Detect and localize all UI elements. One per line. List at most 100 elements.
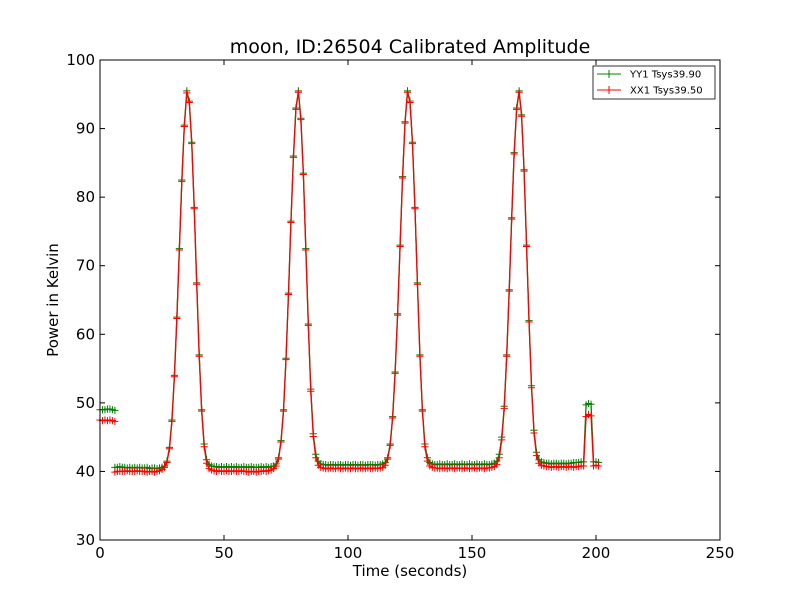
series-1-point-1-189 bbox=[580, 462, 588, 470]
series-1-point-1-116 bbox=[398, 174, 407, 182]
series-1-point-1-112 bbox=[389, 414, 397, 422]
legend-label-yy1: YY1 Tsys39.90 bbox=[629, 70, 701, 81]
series-1-point-1-79 bbox=[307, 387, 315, 395]
series-1-point-1-118 bbox=[403, 88, 412, 96]
series-1-point-1-26 bbox=[175, 246, 183, 254]
series-1-point-1-125 bbox=[421, 443, 429, 451]
series-1-point-1-76 bbox=[299, 170, 307, 179]
series-1-point-1-164 bbox=[518, 112, 526, 120]
series-1-point-1-33 bbox=[193, 280, 201, 288]
series-1-point-1-32 bbox=[190, 205, 198, 213]
x-tick-label-0: 0 bbox=[95, 544, 105, 562]
series-1-point-1-115 bbox=[396, 242, 404, 251]
series-1-point-0-6 bbox=[111, 417, 119, 425]
series-1-point-1-81 bbox=[312, 454, 320, 462]
series-1-point-1-192 bbox=[587, 412, 595, 420]
y-tick-label-4: 70 bbox=[76, 257, 95, 275]
series-1-point-1-109 bbox=[381, 461, 389, 469]
x-tick-label-2: 100 bbox=[334, 544, 363, 562]
series-1-point-1-114 bbox=[394, 311, 402, 319]
series-1-point-1-155 bbox=[495, 454, 503, 462]
y-axis-label: Power in Kelvin bbox=[44, 243, 62, 357]
series-1-point-1-70 bbox=[284, 290, 293, 299]
series-1-point-1-23 bbox=[168, 417, 176, 425]
series-1-point-1-74 bbox=[294, 88, 302, 96]
series-1-point-1-119 bbox=[406, 98, 414, 107]
y-tick-label-7: 100 bbox=[66, 51, 95, 69]
series-1-point-1-123 bbox=[416, 352, 424, 360]
series-1-point-1-124 bbox=[418, 407, 426, 415]
series-1-point-1-73 bbox=[292, 105, 300, 113]
series-1-point-1-25 bbox=[173, 314, 181, 323]
series-layer bbox=[96, 87, 603, 476]
x-tick-label-3: 150 bbox=[458, 544, 487, 562]
series-1-point-1-72 bbox=[289, 153, 298, 161]
series-1-point-1-121 bbox=[411, 205, 419, 213]
series-1-point-1-126 bbox=[423, 457, 431, 465]
series-1-point-1-80 bbox=[309, 432, 317, 441]
series-1-point-1-65 bbox=[272, 462, 280, 470]
series-1-point-1-28 bbox=[180, 122, 188, 131]
plot-background bbox=[100, 60, 720, 540]
series-1-point-1-75 bbox=[297, 116, 305, 124]
series-1-point-1-117 bbox=[401, 119, 409, 127]
series-1-point-1-120 bbox=[408, 140, 417, 148]
legend-marker-1 bbox=[605, 86, 613, 94]
y-tick-label-3: 60 bbox=[76, 325, 95, 343]
series-1-point-1-69 bbox=[282, 356, 290, 364]
series-1-point-1-163 bbox=[515, 88, 523, 96]
series-1-point-1-162 bbox=[513, 105, 521, 113]
x-tick-label-4: 200 bbox=[582, 544, 611, 562]
series-1-point-1-168 bbox=[527, 384, 536, 392]
legend-marker-0 bbox=[605, 70, 613, 78]
y-tick-label-6: 90 bbox=[76, 120, 95, 138]
tick-layer: 0 50 100 150 200 250 30 40 50 60 70 80 90 100 bbox=[66, 51, 734, 562]
chart-title: moon, ID:26504 Calibrated Amplitude bbox=[230, 36, 591, 58]
plot-frame bbox=[99, 59, 721, 541]
series-1-point-1-29 bbox=[183, 89, 191, 97]
y-tick-label-5: 80 bbox=[76, 188, 95, 206]
x-axis-label: Time (seconds) bbox=[352, 562, 468, 580]
series-1 bbox=[96, 88, 603, 476]
series-1-point-1-166 bbox=[522, 242, 531, 251]
series-1-point-1-195 bbox=[594, 462, 603, 470]
series-1-point-1-159 bbox=[505, 287, 513, 295]
series-1-point-1-78 bbox=[304, 321, 312, 329]
x-tick-label-5: 250 bbox=[706, 544, 735, 562]
series-1-point-1-77 bbox=[302, 246, 310, 254]
series-1-point-1-160 bbox=[508, 215, 516, 223]
series-1-point-1-67 bbox=[277, 438, 285, 446]
series-1-point-1-68 bbox=[279, 407, 288, 415]
series-1-point-1-154 bbox=[493, 460, 501, 469]
series-1-point-1-111 bbox=[386, 441, 394, 449]
series-1-point-1-30 bbox=[185, 98, 193, 107]
legend: YY1 Tsys39.90 XX1 Tsys39.50 bbox=[592, 65, 716, 100]
series-1-point-1-34 bbox=[195, 352, 203, 360]
series-1-point-1-165 bbox=[520, 167, 528, 175]
legend-box bbox=[592, 65, 716, 100]
series-1-point-1-36 bbox=[200, 443, 208, 451]
series-1-point-1-158 bbox=[503, 352, 511, 360]
y-tick-label-1: 40 bbox=[76, 462, 95, 480]
series-1-point-1-27 bbox=[178, 177, 186, 185]
series-1-point-1-24 bbox=[170, 373, 178, 381]
series-1-point-1-37 bbox=[203, 459, 211, 467]
y-tick-label-0: 30 bbox=[76, 531, 95, 549]
series-1-point-1-113 bbox=[391, 369, 399, 377]
series-1-point-1-71 bbox=[287, 218, 295, 227]
x-tick-label-1: 50 bbox=[214, 544, 233, 562]
series-1-point-1-156 bbox=[498, 436, 506, 444]
series-1-point-1-21 bbox=[163, 458, 171, 467]
series-1-point-1-20 bbox=[160, 463, 169, 471]
series-1-point-1-167 bbox=[525, 318, 533, 326]
series-1-point-1-110 bbox=[384, 455, 392, 463]
series-0-point-0-6 bbox=[111, 406, 119, 414]
y-tick-label-2: 50 bbox=[76, 394, 95, 412]
series-0-point-1-192 bbox=[587, 400, 595, 408]
series-1-point-1-169 bbox=[530, 429, 538, 437]
series-1-point-1-157 bbox=[500, 404, 508, 412]
series-1-point-1-35 bbox=[198, 407, 206, 415]
series-1-point-1-66 bbox=[274, 455, 283, 463]
series-1-point-1-22 bbox=[165, 445, 174, 453]
